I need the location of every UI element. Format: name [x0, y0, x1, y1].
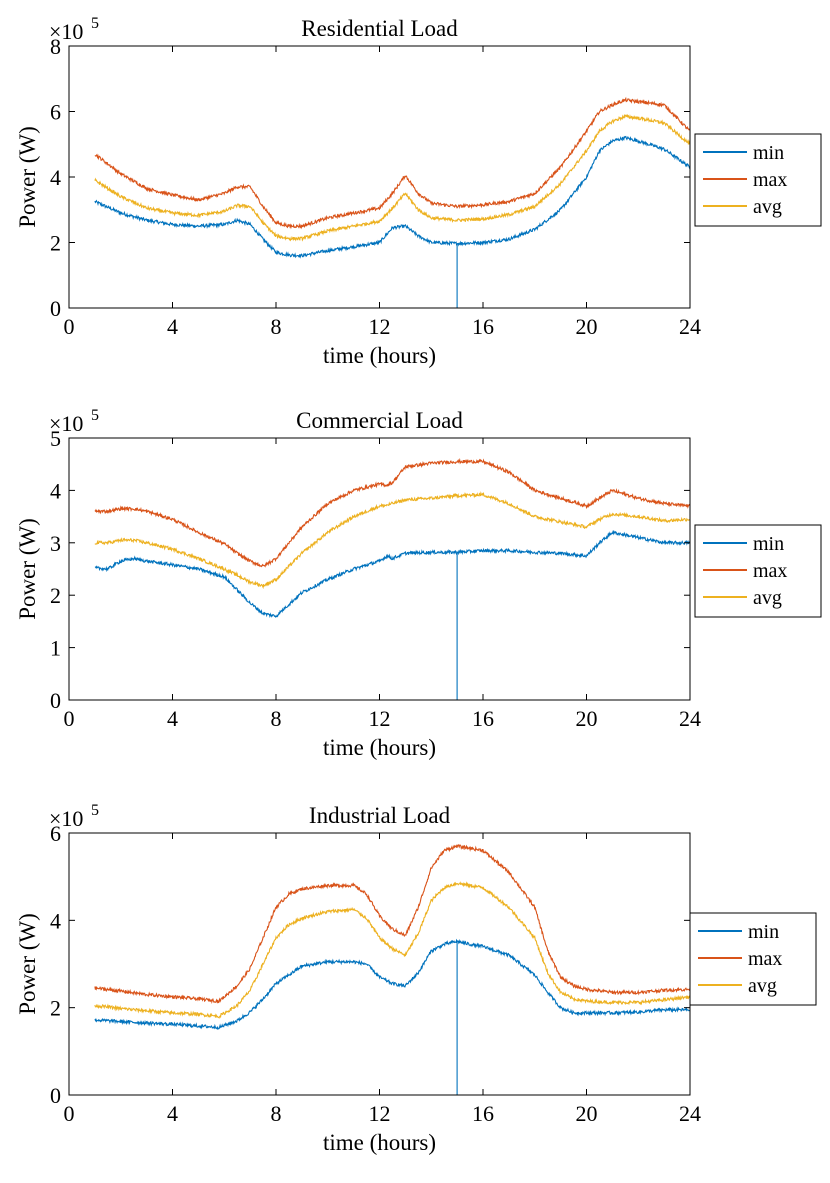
legend: min max avg — [694, 133, 822, 227]
legend: min max avg — [689, 912, 817, 1006]
y-tick-label: 2 — [50, 996, 61, 1021]
x-tick-label: 16 — [472, 314, 494, 339]
x-tick-label: 20 — [576, 1101, 598, 1126]
y-tick-label: 0 — [50, 1083, 61, 1108]
chart-title: Commercial Load — [296, 408, 463, 433]
y-tick-label: 0 — [50, 296, 61, 321]
x-tick-label: 12 — [369, 314, 391, 339]
legend-label-max: max — [748, 948, 782, 970]
plot-area — [69, 46, 690, 308]
x-tick-label: 0 — [64, 1101, 75, 1126]
x-tick-label: 0 — [64, 706, 75, 731]
y-exponent-power: 5 — [91, 802, 99, 819]
chart-title: Residential Load — [301, 16, 458, 41]
series-line-min — [94, 938, 691, 1095]
series-line-max — [94, 457, 691, 568]
legend-label-avg: avg — [748, 975, 777, 997]
legend-label-avg: avg — [753, 587, 782, 609]
legend-label-max: max — [753, 560, 787, 582]
y-tick-label: 0 — [50, 688, 61, 713]
x-tick-label: 8 — [271, 706, 282, 731]
y-tick-label: 5 — [50, 426, 61, 451]
y-exponent-label: ×10 — [49, 411, 83, 436]
x-tick-label: 4 — [167, 314, 178, 339]
y-exponent-label: ×10 — [49, 19, 83, 44]
legend-label-min: min — [753, 142, 784, 164]
y-tick-label: 2 — [50, 583, 61, 608]
x-tick-label: 12 — [369, 1101, 391, 1126]
y-tick-label: 4 — [50, 908, 61, 933]
series-line-min — [94, 135, 691, 308]
x-tick-label: 20 — [576, 314, 598, 339]
y-axis-label: Power (W) — [15, 913, 40, 1015]
series-line-max — [94, 843, 691, 1004]
legend-label-avg: avg — [753, 196, 782, 218]
x-axis-label: time (hours) — [323, 343, 436, 368]
plot-area — [69, 833, 690, 1095]
x-tick-label: 8 — [271, 1101, 282, 1126]
x-tick-label: 4 — [167, 706, 178, 731]
series-line-min — [94, 529, 691, 700]
y-axis-label: Power (W) — [15, 126, 40, 228]
y-tick-label: 6 — [50, 100, 61, 125]
y-exponent-power: 5 — [91, 15, 99, 32]
y-tick-label: 1 — [50, 636, 61, 661]
y-exponent-label: ×10 — [49, 806, 83, 831]
y-tick-label: 6 — [50, 821, 61, 846]
x-tick-label: 16 — [472, 1101, 494, 1126]
legend: min max avg — [694, 524, 822, 618]
y-tick-label: 4 — [50, 478, 61, 503]
y-tick-label: 3 — [50, 531, 61, 556]
x-tick-label: 24 — [679, 1101, 701, 1126]
x-axis-label: time (hours) — [323, 1130, 436, 1155]
legend-label-min: min — [748, 921, 779, 943]
x-tick-label: 0 — [64, 314, 75, 339]
y-tick-label: 8 — [50, 34, 61, 59]
x-axis-label: time (hours) — [323, 735, 436, 760]
x-tick-label: 24 — [679, 706, 701, 731]
y-exponent-power: 5 — [91, 407, 99, 424]
series-line-avg — [94, 491, 691, 590]
x-tick-label: 4 — [167, 1101, 178, 1126]
x-tick-label: 24 — [679, 314, 701, 339]
series-line-avg — [94, 881, 691, 1019]
y-tick-label: 2 — [50, 231, 61, 256]
legend-label-max: max — [753, 169, 787, 191]
legend-label-min: min — [753, 533, 784, 555]
x-tick-label: 16 — [472, 706, 494, 731]
x-tick-label: 20 — [576, 706, 598, 731]
x-tick-label: 8 — [271, 314, 282, 339]
y-tick-label: 4 — [50, 165, 61, 190]
plot-area — [69, 438, 690, 700]
x-tick-label: 12 — [369, 706, 391, 731]
y-axis-label: Power (W) — [15, 518, 40, 620]
series-line-avg — [94, 113, 691, 242]
chart-title: Industrial Load — [309, 803, 451, 828]
series-line-max — [94, 96, 691, 230]
